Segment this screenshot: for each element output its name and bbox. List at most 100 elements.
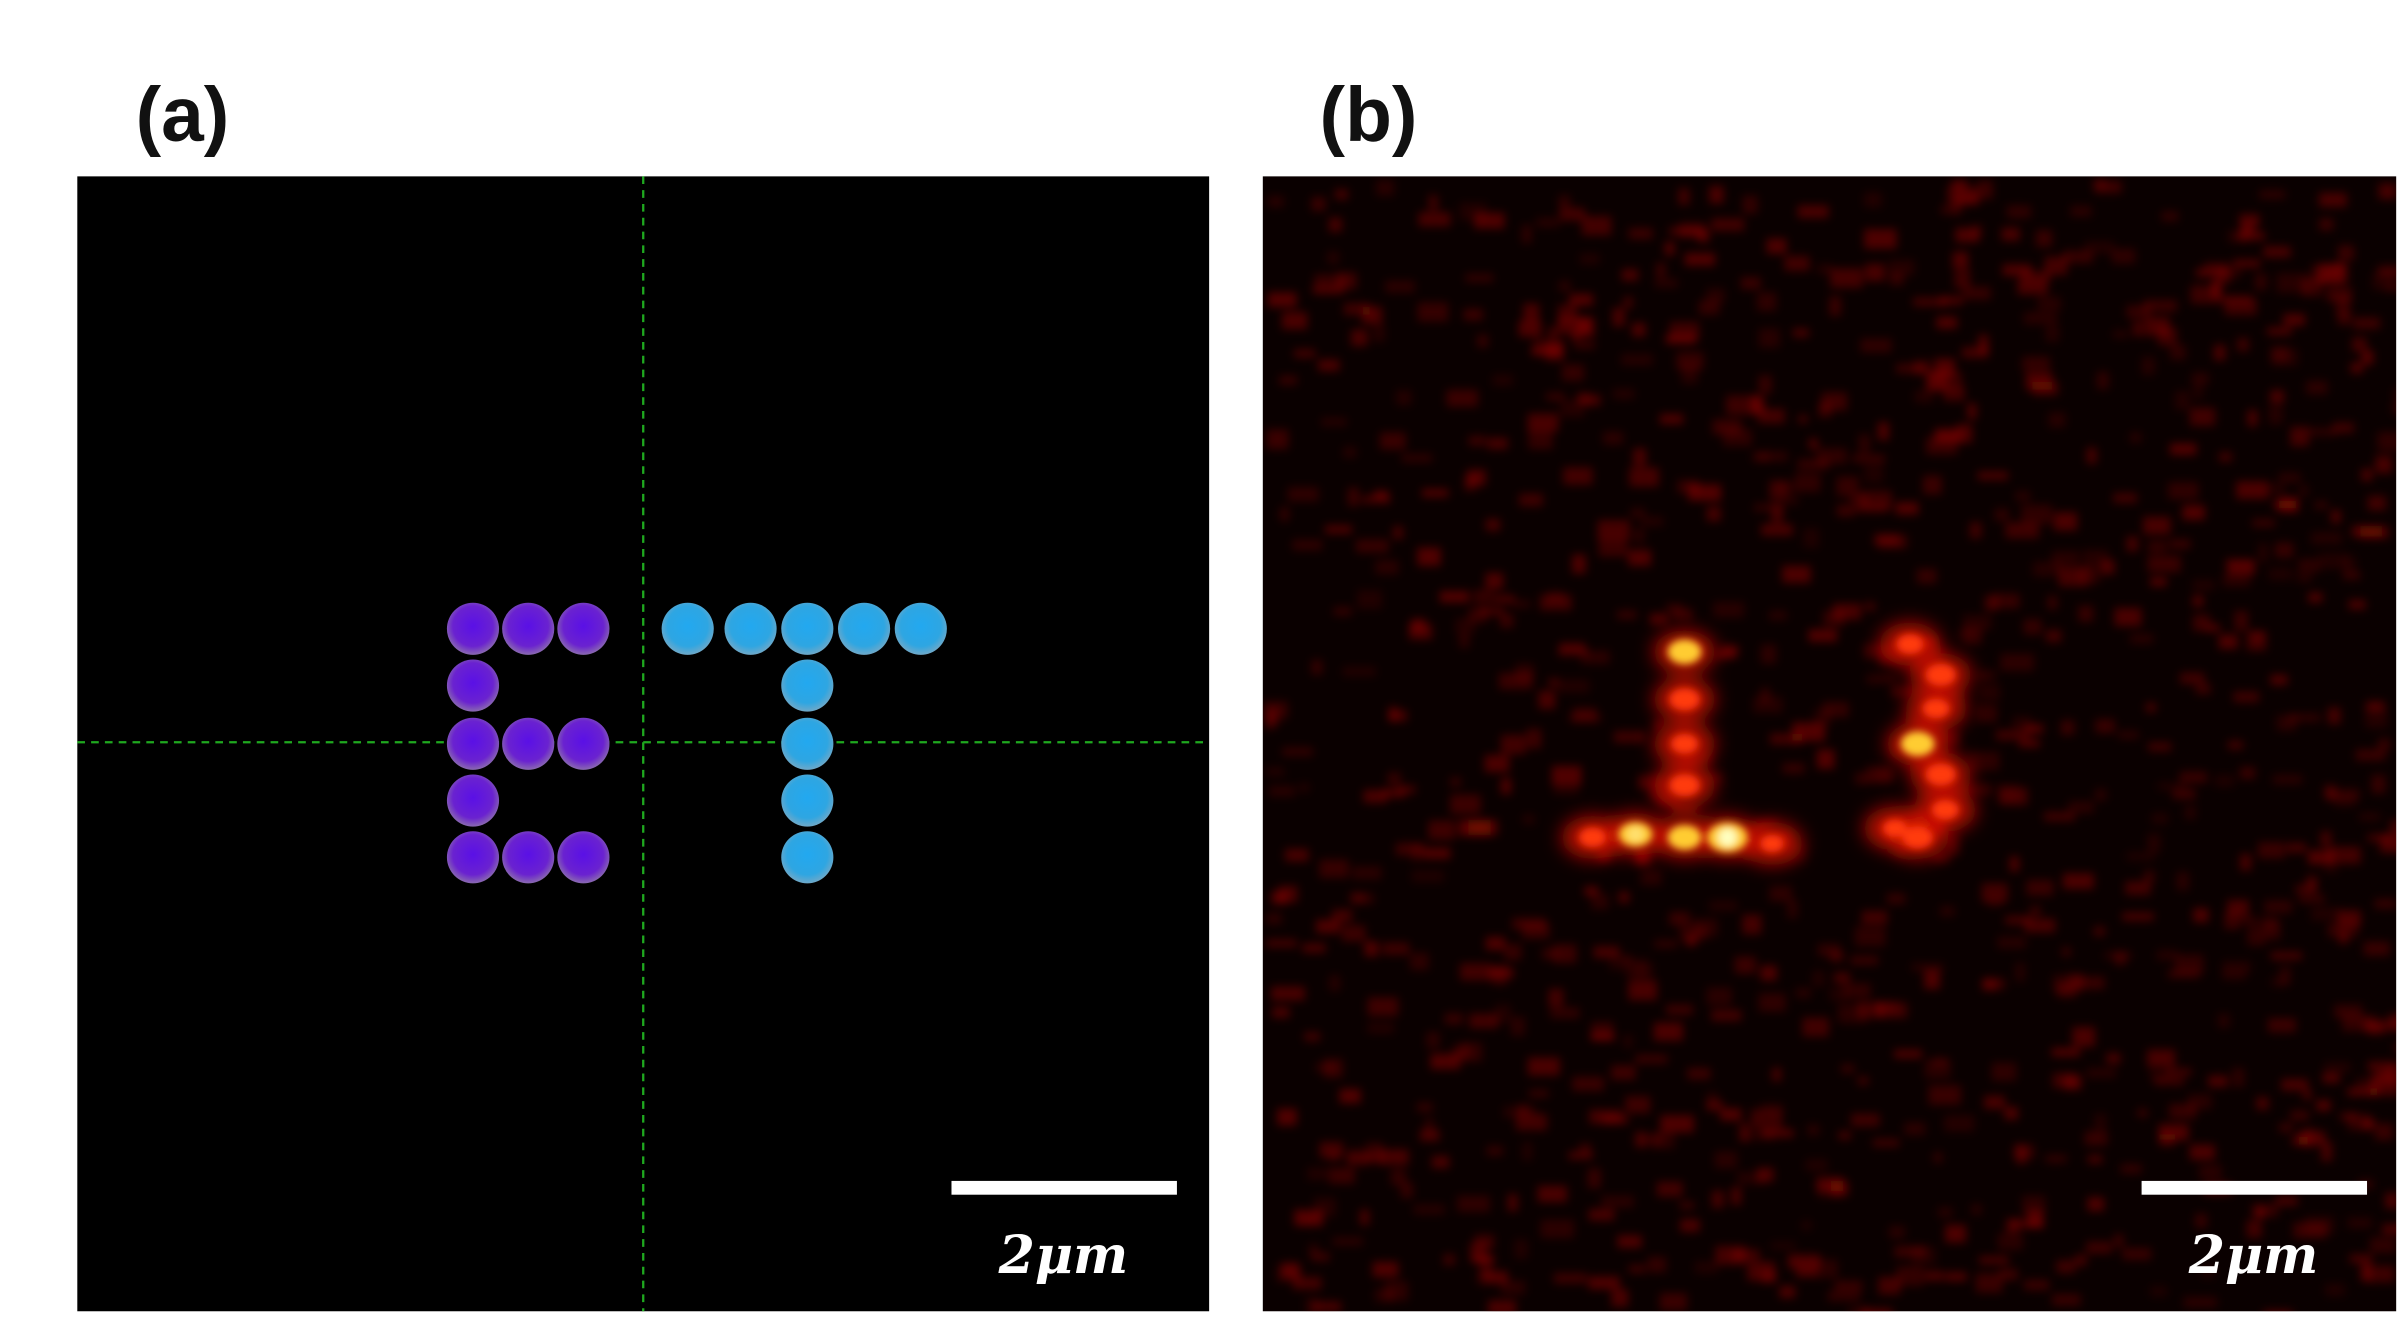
noise-speck: [1694, 1260, 1719, 1274]
noise-speck: [1334, 189, 1349, 200]
noise-speck: [1408, 623, 1433, 640]
noise-speck: [1536, 217, 1560, 228]
noise-speck: [2278, 472, 2301, 483]
noise-speck: [2078, 605, 2094, 622]
noise-speck: [2374, 899, 2397, 909]
noise-speck: [1795, 987, 1811, 998]
noise-speck: [1945, 1272, 1967, 1282]
noise-speck: [1987, 898, 2003, 907]
noise-speck: [1327, 251, 1340, 265]
noise-speck: [2129, 432, 2142, 443]
noise-speck: [2295, 884, 2316, 894]
noise-speck: [1356, 589, 1383, 610]
noise-speck: [1540, 1219, 1575, 1239]
noise-speck: [1863, 192, 1882, 208]
noise-speck: [2316, 1100, 2331, 1111]
noise-speck: [1632, 962, 1654, 979]
noise-speck: [1952, 251, 1969, 269]
atom: [781, 774, 834, 827]
noise-speck: [2325, 1283, 2345, 1297]
noise-speck: [1568, 1151, 1593, 1160]
noise-speck: [1659, 1293, 1688, 1311]
noise-speck: [2214, 267, 2231, 285]
noise-speck: [2144, 316, 2170, 336]
noise-speck: [2302, 1127, 2315, 1147]
noise-speck: [1649, 613, 1668, 625]
glow-spot: [1931, 799, 1959, 820]
noise-speck: [1355, 539, 1389, 553]
noise-speck: [1616, 610, 1637, 620]
noise-speck: [2306, 875, 2318, 890]
noise-speck: [2288, 713, 2321, 722]
noise-speck: [2267, 327, 2292, 336]
noise-speck: [1977, 180, 1993, 199]
noise-speck: [1519, 493, 1543, 507]
noise-speck: [1864, 263, 1885, 282]
noise-speck: [1771, 1067, 1782, 1082]
noise-speck: [1888, 1226, 1906, 1239]
noise-speck: [1633, 527, 1645, 544]
atom: [557, 602, 610, 655]
noise-speck: [2021, 504, 2052, 525]
noise-speck: [1618, 891, 1630, 903]
noise-speck: [1940, 296, 1963, 306]
noise-speck: [2070, 205, 2092, 217]
noise-speck: [1388, 706, 1399, 722]
noise-speck: [2272, 774, 2303, 785]
noise-speck: [2189, 407, 2216, 426]
noise-speck: [1894, 1246, 1927, 1258]
noise-speck: [1890, 685, 1917, 697]
noise-speck: [2009, 856, 2020, 872]
noise-speck: [2367, 1061, 2397, 1072]
noise-speck: [1428, 194, 1439, 211]
noise-speck: [1332, 909, 1353, 923]
noise-speck: [1494, 1004, 1511, 1023]
noise-speck: [1504, 943, 1522, 961]
noise-speck: [2024, 918, 2056, 933]
noise-speck: [1312, 1301, 1342, 1312]
noise-speck: [1450, 777, 1462, 787]
atom: [781, 659, 834, 712]
noise-speck: [1788, 1254, 1821, 1269]
noise-speck: [1609, 956, 1629, 971]
noise-speck: [2104, 951, 2133, 960]
noise-speck: [1664, 241, 1675, 256]
noise-speck: [1617, 1235, 1642, 1248]
noise-speck: [1812, 970, 1825, 987]
noise-speck: [2270, 390, 2284, 404]
noise-speck: [2274, 542, 2294, 558]
noise-speck: [2006, 205, 2031, 219]
noise-speck: [2024, 1279, 2050, 1291]
noise-speck: [1784, 255, 1810, 271]
noise-speck: [1742, 914, 1762, 935]
glow-peak: [1718, 828, 1737, 847]
noise-speck: [1687, 1067, 1711, 1080]
noise-speck: [1769, 885, 1793, 902]
noise-speck: [2247, 409, 2258, 427]
noise-speck: [1629, 467, 1659, 487]
noise-speck: [2298, 894, 2325, 903]
noise-speck: [2147, 1049, 2175, 1068]
noise-speck: [1500, 734, 1526, 755]
noise-speck: [2377, 266, 2397, 277]
noise-speck: [1419, 1129, 1440, 1142]
noise-speck: [1521, 224, 1532, 244]
noise-speck: [1266, 939, 1297, 948]
noise-speck: [2004, 1106, 2019, 1120]
noise-speck: [2077, 976, 2105, 990]
noise-speck: [2331, 510, 2341, 524]
noise-speck: [1311, 1252, 1330, 1262]
noise-speck: [1292, 539, 1323, 551]
noise-speck: [1962, 783, 1992, 797]
noise-speck: [1591, 1032, 1615, 1041]
noise-speck: [1711, 218, 1745, 232]
noise-speck: [1971, 1204, 1982, 1215]
noise-speck: [1424, 1117, 1434, 1135]
noise-speck: [1969, 522, 1982, 539]
noise-speck: [1292, 1276, 1322, 1290]
noise-speck: [2015, 962, 2025, 982]
noise-speck: [2026, 879, 2054, 896]
noise-speck: [2086, 1241, 2112, 1254]
noise-speck: [2378, 183, 2397, 200]
noise-speck: [1955, 227, 1979, 243]
